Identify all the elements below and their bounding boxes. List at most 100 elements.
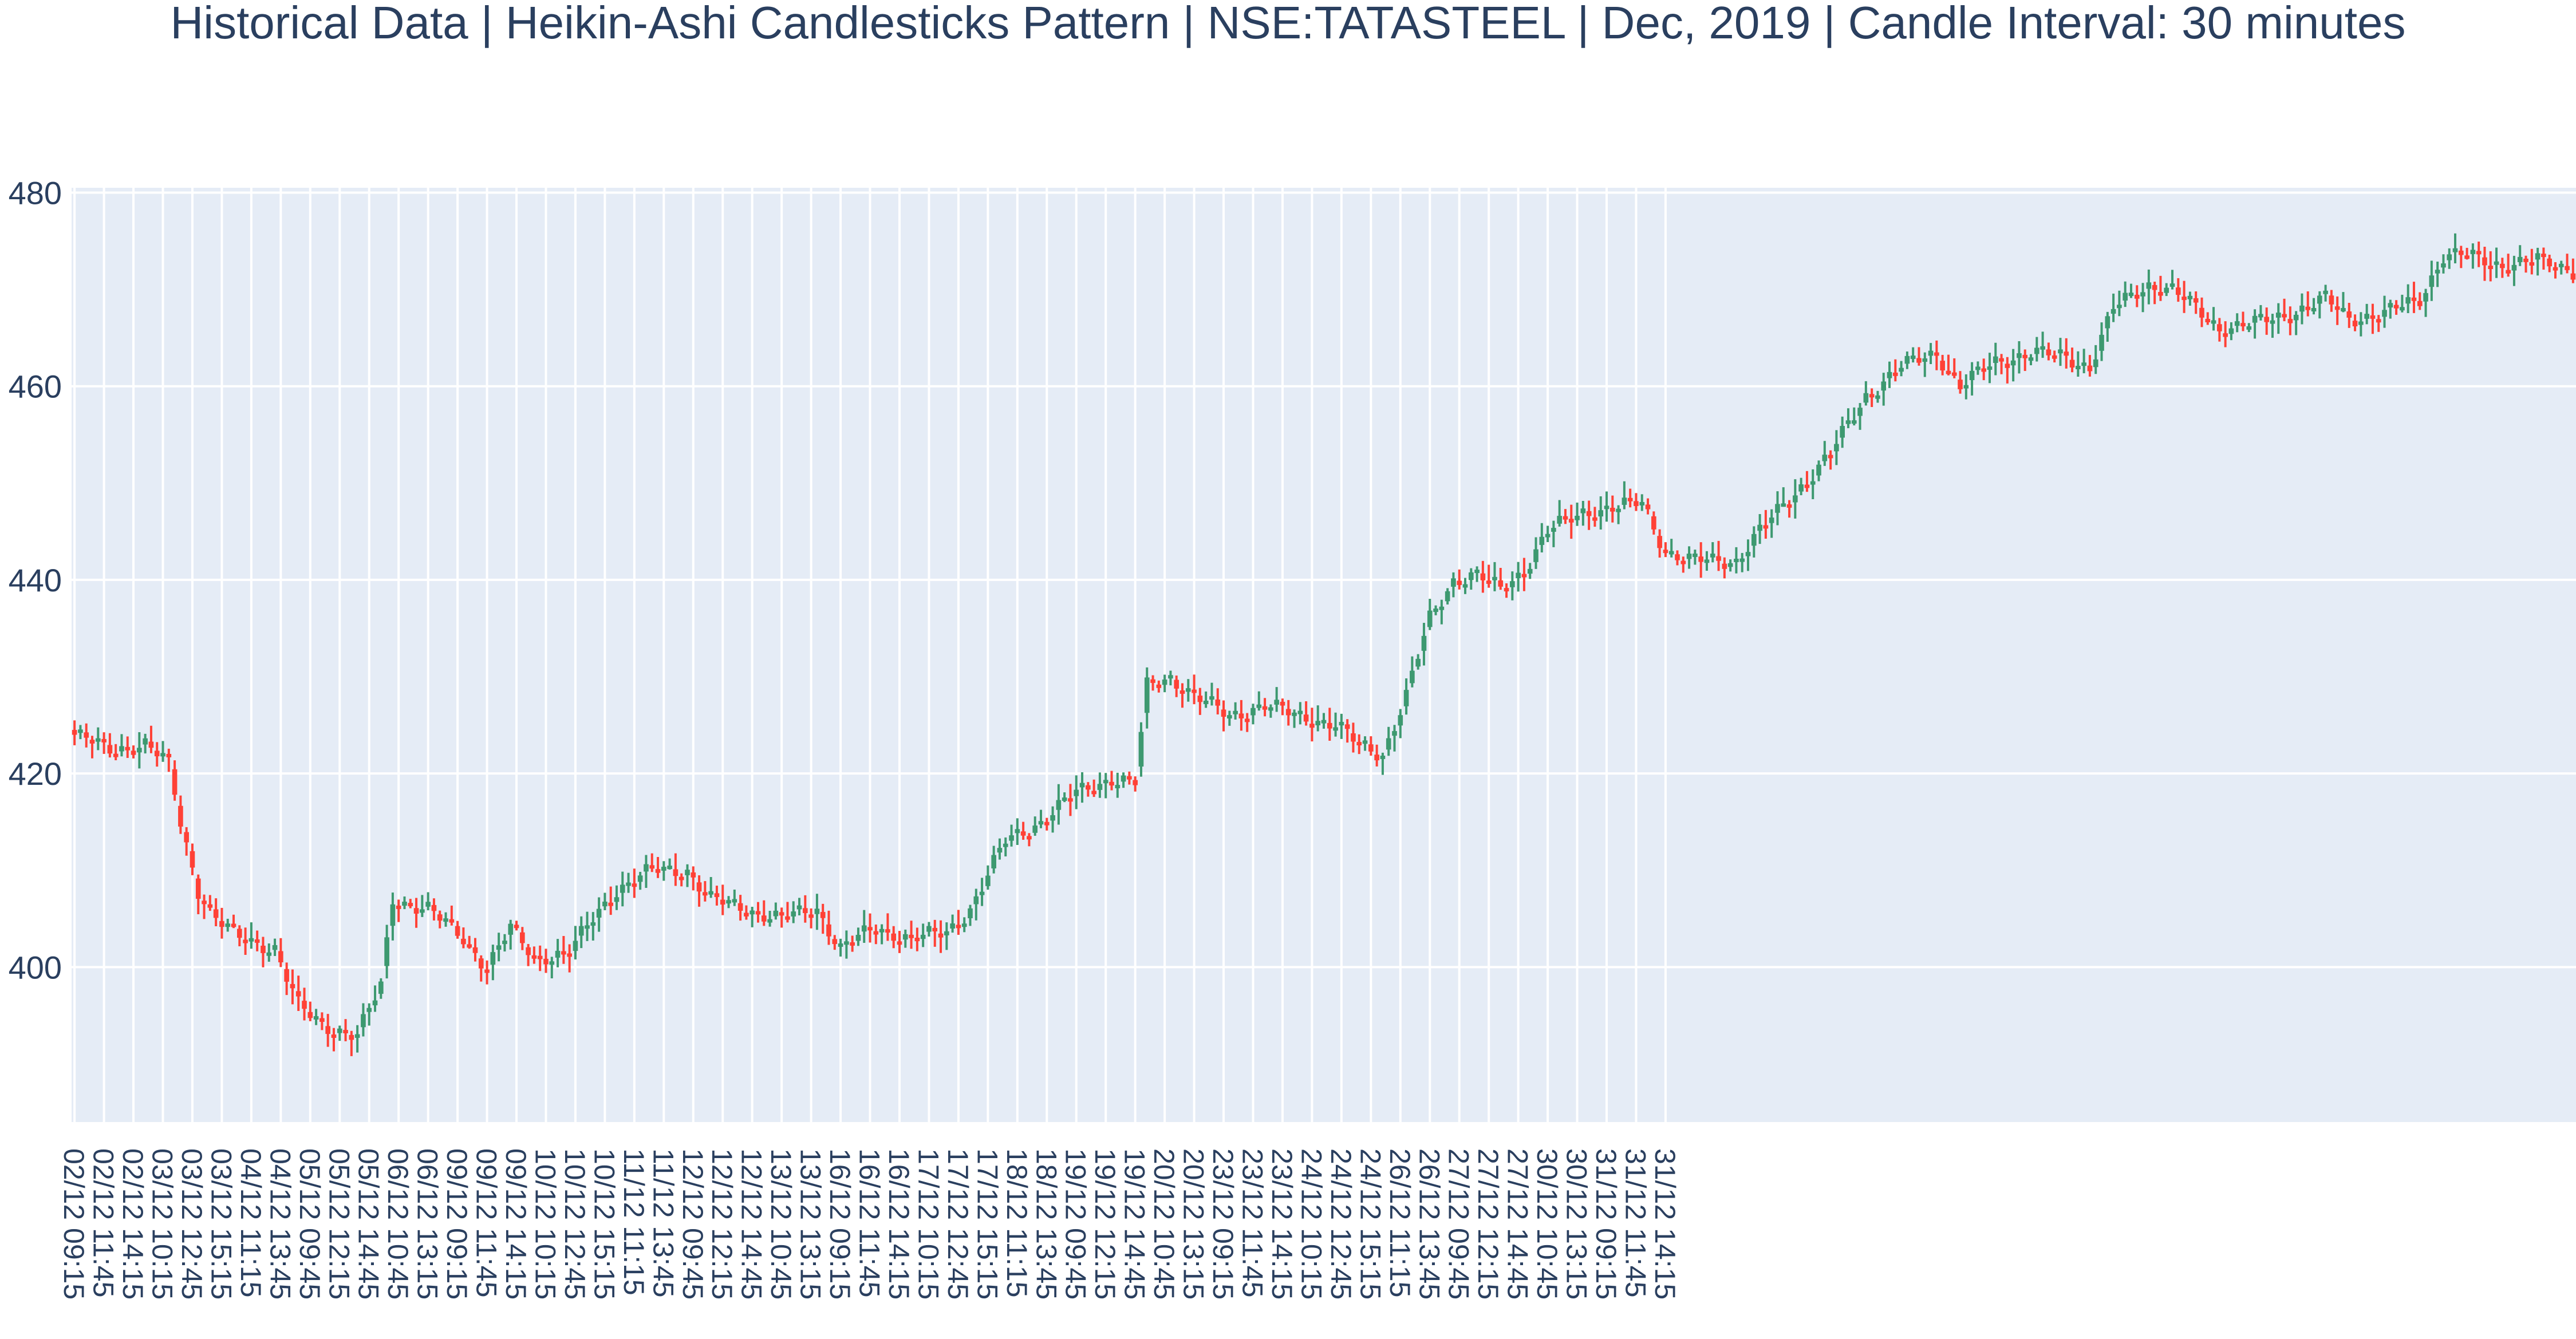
candle-decreasing [1940,361,1945,371]
chart-title: Historical Data | Heikin-Ashi Candlestic… [170,0,2406,48]
candle-decreasing [1174,680,1179,689]
candle-decreasing [1722,563,1727,569]
candle-increasing [1604,505,1609,509]
candle-decreasing [673,869,678,876]
candle-decreasing [873,931,879,935]
candle-decreasing [1215,699,1221,706]
candle-increasing [2140,292,2145,297]
candle-decreasing [914,938,920,942]
candle-decreasing [408,903,413,907]
candle-increasing [1209,696,1214,700]
x-tick-label: 18/12 13:45 [1030,1148,1062,1299]
candle-decreasing [720,899,725,905]
x-tick-label: 16/12 14:15 [883,1148,915,1299]
x-tick-label: 13/12 10:45 [765,1148,797,1299]
candle-decreasing [1627,497,1633,501]
candle-decreasing [2411,297,2417,301]
candle-increasing [1987,366,1993,370]
candle-decreasing [2476,251,2482,255]
candle-decreasing [867,927,873,931]
x-tick-label: 24/12 12:45 [1325,1148,1357,1299]
candle-increasing [1598,510,1604,517]
candle-increasing [1734,559,1739,562]
candle-increasing [2187,295,2193,299]
x-tick-label: 18/12 11:15 [1001,1148,1033,1297]
candle-increasing [1410,670,1415,684]
candle-decreasing [1498,580,1504,587]
candle-decreasing [449,919,455,923]
y-tick-label: 440 [9,562,62,598]
candle-decreasing [343,1030,348,1034]
candle-increasing [1256,704,1262,708]
candle-decreasing [826,924,831,937]
candle-increasing [372,1000,378,1006]
x-tick-label: 11/12 13:45 [647,1148,679,1297]
x-tick-label: 26/12 11:15 [1384,1148,1416,1297]
x-tick-label: 23/12 14:15 [1266,1148,1298,1299]
candle-increasing [1580,508,1586,514]
candle-increasing [1704,559,1710,563]
candle-increasing [602,901,607,907]
candle-increasing [402,902,407,906]
candle-increasing [961,923,967,927]
candle-increasing [2146,282,2152,289]
x-tick-label: 31/12 14:15 [1649,1148,1681,1299]
candle-decreasing [184,832,190,843]
candle-increasing [2099,334,2104,351]
candle-decreasing [779,912,784,916]
candle-decreasing [213,909,219,918]
x-tick-label: 04/12 13:45 [264,1148,296,1299]
candle-decreasing [1651,516,1656,530]
candle-increasing [637,875,643,882]
candle-increasing [944,931,949,935]
candle-increasing [361,1014,366,1028]
candle-increasing [1439,606,1445,610]
candle-increasing [590,922,596,926]
candle-increasing [1274,700,1279,705]
candle-decreasing [307,1012,313,1018]
candle-increasing [920,934,926,939]
candle-increasing [490,952,496,965]
candles [72,233,2576,1056]
candle-increasing [997,848,1003,853]
y-axis-tick-labels: 400 420 440 460 480 [9,175,62,985]
candle-decreasing [2005,364,2010,368]
candle-decreasing [891,933,897,941]
candle-decreasing [2417,301,2423,306]
candle-increasing [1727,563,1733,567]
candle-increasing [2382,310,2387,317]
candle-decreasing [2282,314,2287,318]
candle-increasing [1922,358,1928,362]
candle-increasing [313,1016,319,1020]
candle-increasing [1315,721,1321,725]
candle-decreasing [932,927,938,931]
candle-increasing [425,902,431,907]
candle-decreasing [1804,484,1810,488]
candle-decreasing [1309,724,1315,728]
candle-increasing [1392,731,1397,736]
candle-increasing [838,943,843,947]
candle-decreasing [737,903,743,911]
x-tick-label: 09/12 11:45 [471,1148,503,1297]
candle-increasing [1038,821,1044,825]
candle-decreasing [1044,821,1050,825]
candle-increasing [1462,584,1468,588]
candle-decreasing [850,942,855,946]
candle-decreasing [2223,333,2228,337]
x-tick-label: 13/12 13:15 [795,1148,827,1299]
candle-increasing [1032,825,1038,833]
candle-increasing [1639,501,1645,505]
candle-decreasing [1592,517,1597,521]
candle-increasing [2270,320,2275,324]
candle-decreasing [349,1034,354,1040]
x-tick-label: 02/12 09:15 [58,1148,90,1299]
candle-increasing [137,748,142,753]
candle-increasing [708,891,713,895]
candle-increasing [2076,366,2081,369]
candle-increasing [2258,314,2263,318]
candle-decreasing [2570,273,2576,280]
x-tick-label: 03/12 12:45 [176,1148,208,1299]
candle-increasing [1292,712,1297,716]
candle-increasing [2169,283,2175,287]
x-tick-label: 12/12 12:15 [706,1148,738,1299]
